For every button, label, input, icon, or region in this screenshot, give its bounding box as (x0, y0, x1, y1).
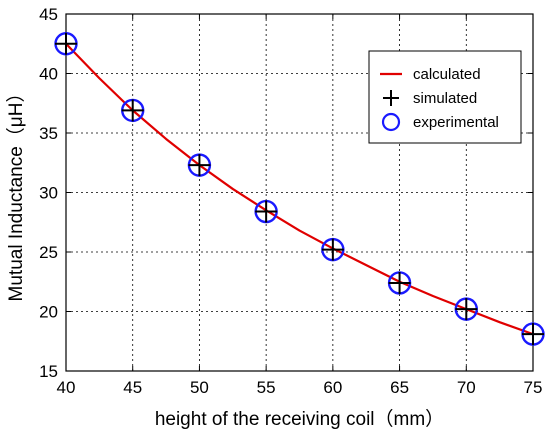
legend-label: calculated (413, 66, 481, 83)
legend-swatch (381, 112, 401, 132)
x-tick-label: 40 (57, 378, 76, 397)
x-axis-label: height of the receiving coil（mm） (155, 408, 444, 430)
legend-label: simulated (413, 90, 477, 107)
series (54, 32, 545, 346)
y-tick-label: 25 (39, 243, 58, 262)
legend-label: experimental (413, 114, 499, 131)
legend-item-experimental: experimental (381, 112, 499, 132)
point-simulated (455, 298, 478, 321)
x-tick-label: 65 (390, 378, 409, 397)
y-tick-label: 20 (39, 303, 58, 322)
x-tick-label: 50 (190, 378, 209, 397)
x-tick-label: 55 (257, 378, 276, 397)
x-tick-label: 45 (123, 378, 142, 397)
point-simulated (388, 271, 411, 294)
point-simulated (55, 32, 77, 55)
y-tick-label: 40 (39, 65, 58, 84)
legend-item-calculated: calculated (380, 66, 481, 83)
point-simulated (121, 99, 144, 122)
y-tick-label: 30 (39, 184, 58, 203)
y-axis-label: Mutual Inductance（μH） (5, 84, 27, 302)
legend-item-simulated: simulated (383, 90, 477, 107)
legend: calculated simulated experimental (368, 50, 522, 144)
x-tick-label: 75 (524, 378, 543, 397)
series-line-calculated (65, 42, 534, 336)
point-simulated (188, 154, 211, 177)
y-tick-label: 45 (39, 5, 58, 24)
y-tick-label: 15 (39, 362, 58, 381)
point-simulated (321, 238, 344, 261)
x-tick-label: 70 (457, 378, 476, 397)
point-simulated (255, 200, 278, 223)
x-tick-label: 60 (323, 378, 342, 397)
axis-ticks: 40 45 50 55 60 65 70 75 15 20 25 30 35 40 45 (39, 5, 542, 397)
point-simulated (522, 323, 544, 346)
y-tick-label: 35 (39, 124, 58, 143)
